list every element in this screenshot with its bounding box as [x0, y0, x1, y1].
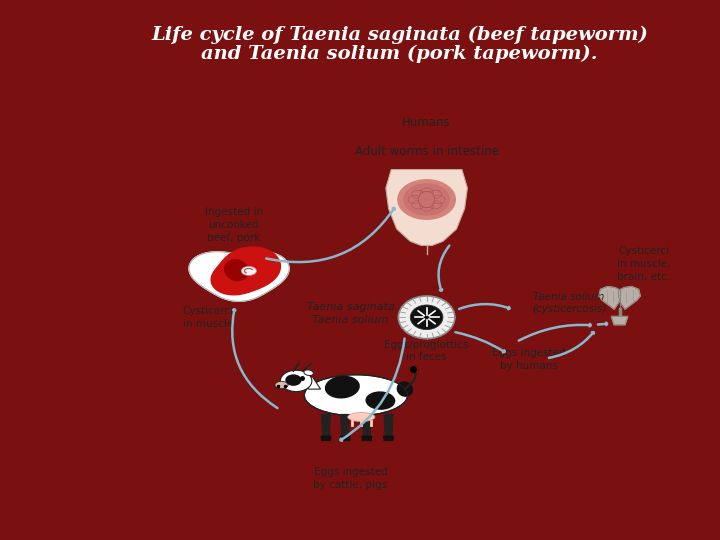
Ellipse shape: [325, 376, 360, 399]
Polygon shape: [340, 436, 350, 441]
Circle shape: [410, 305, 443, 329]
Text: Eggs ingested
by cattle, pigs: Eggs ingested by cattle, pigs: [313, 467, 387, 490]
Text: Life cycle of Taenia saginata (beef tapeworm): Life cycle of Taenia saginata (beef tape…: [151, 26, 648, 44]
Text: Taenia solium
(cysticercosis): Taenia solium (cysticercosis): [533, 292, 607, 314]
Polygon shape: [611, 316, 628, 325]
Text: Cysticerci
in muscle,
brain, etc.: Cysticerci in muscle, brain, etc.: [617, 246, 671, 282]
Text: Eggs/proglottics
in feces: Eggs/proglottics in feces: [384, 340, 469, 362]
Text: and Taenia solium (pork tapeworm).: and Taenia solium (pork tapeworm).: [202, 45, 598, 63]
Ellipse shape: [280, 370, 312, 392]
Ellipse shape: [304, 370, 313, 375]
Polygon shape: [341, 415, 349, 436]
Text: Eggs ingested
by humans: Eggs ingested by humans: [492, 348, 566, 370]
Polygon shape: [322, 415, 330, 436]
Ellipse shape: [224, 259, 249, 281]
Polygon shape: [386, 170, 467, 246]
Polygon shape: [302, 377, 320, 389]
Text: Ingested in
uncooked
beef, pork: Ingested in uncooked beef, pork: [204, 207, 263, 243]
Ellipse shape: [241, 266, 256, 275]
Text: Humans: Humans: [402, 116, 451, 129]
Ellipse shape: [397, 381, 413, 397]
Ellipse shape: [366, 392, 395, 410]
Circle shape: [398, 296, 455, 339]
Ellipse shape: [285, 374, 302, 386]
Polygon shape: [599, 287, 621, 309]
Polygon shape: [362, 415, 371, 436]
Polygon shape: [211, 247, 280, 295]
Polygon shape: [398, 180, 455, 219]
Polygon shape: [362, 436, 372, 441]
Text: Taenia saginata
Taenia solium: Taenia saginata Taenia solium: [307, 302, 395, 325]
Ellipse shape: [418, 191, 435, 208]
Polygon shape: [189, 252, 289, 301]
Ellipse shape: [275, 381, 288, 389]
Polygon shape: [618, 287, 640, 309]
Polygon shape: [404, 184, 449, 215]
Text: Adult worms in intestine: Adult worms in intestine: [354, 145, 498, 158]
Ellipse shape: [305, 375, 408, 416]
Polygon shape: [384, 415, 393, 436]
Polygon shape: [321, 436, 331, 441]
Polygon shape: [384, 436, 393, 441]
Text: Cysticerci
in muscle: Cysticerci in muscle: [182, 306, 233, 329]
Ellipse shape: [348, 413, 375, 422]
